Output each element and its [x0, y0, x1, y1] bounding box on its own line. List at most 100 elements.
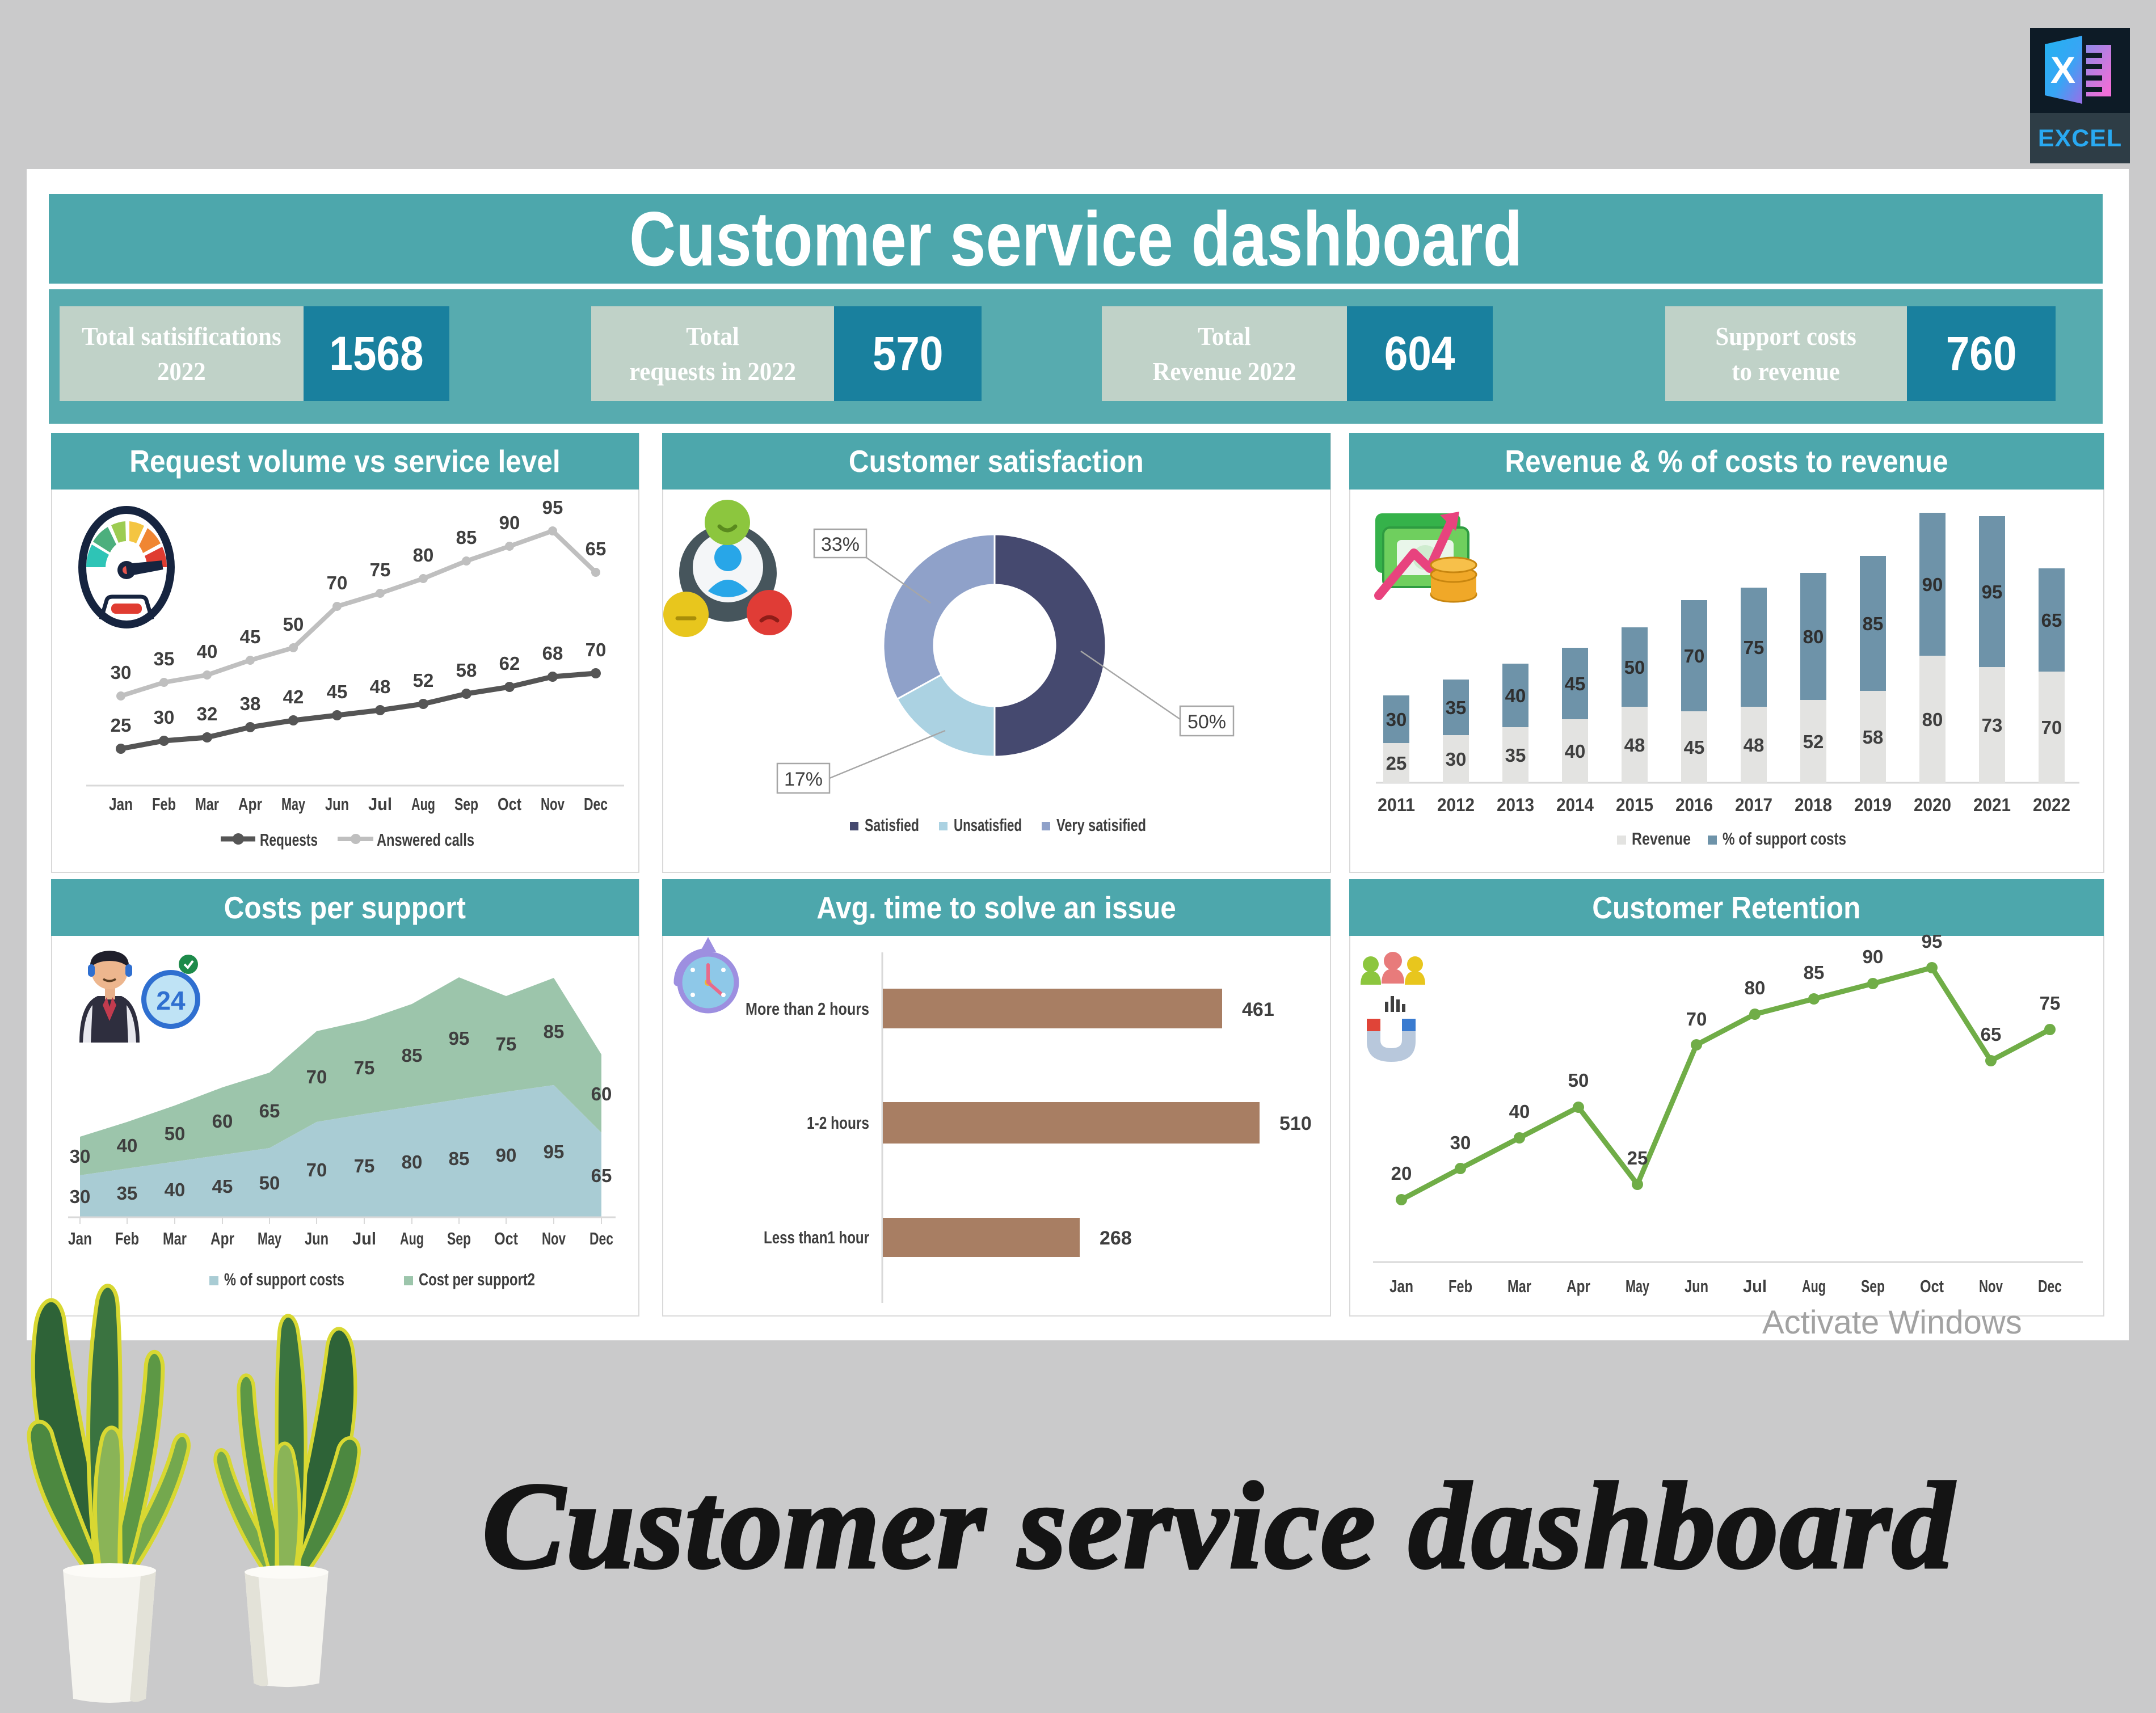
svg-text:Jun: Jun: [305, 1229, 329, 1248]
svg-text:30: 30: [70, 1186, 91, 1207]
svg-text:268: 268: [1100, 1227, 1132, 1249]
svg-text:80: 80: [402, 1151, 423, 1172]
svg-text:461: 461: [1242, 999, 1274, 1020]
svg-text:85: 85: [456, 527, 477, 548]
svg-text:Revenue: Revenue: [1632, 829, 1691, 849]
svg-text:70: 70: [327, 572, 348, 593]
svg-text:Jul: Jul: [352, 1229, 376, 1248]
svg-text:2012: 2012: [1437, 795, 1475, 815]
svg-text:70: 70: [1684, 645, 1705, 666]
svg-text:50: 50: [165, 1123, 186, 1144]
svg-text:May: May: [1626, 1276, 1650, 1296]
svg-text:95: 95: [1922, 931, 1943, 952]
svg-text:% of support costs: % of support costs: [1723, 829, 1846, 849]
svg-text:95: 95: [544, 1141, 565, 1162]
svg-text:75: 75: [354, 1057, 375, 1078]
svg-text:45: 45: [1684, 737, 1705, 758]
svg-text:85: 85: [1804, 962, 1825, 983]
svg-text:70: 70: [2041, 717, 2062, 738]
svg-text:40: 40: [117, 1135, 138, 1156]
svg-text:30: 30: [1386, 709, 1407, 730]
svg-text:50: 50: [283, 614, 304, 635]
svg-text:30: 30: [1446, 749, 1467, 770]
svg-text:Dec: Dec: [584, 794, 608, 814]
svg-text:Satisfied: Satisfied: [865, 815, 919, 835]
svg-text:90: 90: [496, 1145, 517, 1166]
svg-text:73: 73: [1982, 715, 2003, 736]
svg-text:58: 58: [1863, 727, 1884, 748]
svg-text:2017: 2017: [1735, 795, 1772, 815]
svg-text:Jan: Jan: [109, 794, 133, 814]
svg-text:2011: 2011: [1378, 795, 1415, 815]
svg-text:35: 35: [154, 648, 175, 669]
svg-text:2016: 2016: [1675, 795, 1713, 815]
svg-text:Dec: Dec: [589, 1229, 613, 1248]
svg-text:35: 35: [1446, 697, 1467, 718]
svg-text:30: 30: [154, 707, 175, 728]
svg-text:70: 70: [306, 1159, 327, 1180]
svg-text:Oct: Oct: [1920, 1276, 1944, 1296]
svg-text:May: May: [281, 794, 306, 814]
svg-text:Sep: Sep: [1861, 1276, 1885, 1296]
svg-text:48: 48: [1744, 735, 1765, 756]
svg-text:Requests: Requests: [260, 830, 318, 850]
svg-text:75: 75: [2040, 993, 2061, 1014]
svg-text:17%: 17%: [784, 769, 823, 790]
svg-text:Jun: Jun: [1685, 1276, 1708, 1296]
svg-text:75: 75: [1744, 637, 1765, 658]
svg-text:1-2 hours: 1-2 hours: [807, 1113, 869, 1133]
svg-text:25: 25: [1386, 753, 1407, 774]
svg-text:75: 75: [354, 1155, 375, 1176]
svg-text:Sep: Sep: [447, 1229, 471, 1248]
svg-text:48: 48: [1624, 735, 1645, 756]
svg-text:30: 30: [111, 662, 132, 683]
svg-text:Aug: Aug: [1802, 1276, 1826, 1296]
svg-text:2013: 2013: [1497, 795, 1534, 815]
svg-text:30: 30: [1450, 1132, 1471, 1153]
svg-text:Apr: Apr: [238, 794, 262, 814]
svg-text:Jan: Jan: [68, 1229, 92, 1248]
svg-text:Feb: Feb: [1448, 1276, 1472, 1296]
svg-text:Sep: Sep: [454, 794, 478, 814]
svg-text:25: 25: [111, 715, 132, 736]
svg-text:50: 50: [1624, 657, 1645, 678]
svg-text:40: 40: [197, 641, 218, 662]
svg-text:45: 45: [327, 681, 348, 702]
svg-text:68: 68: [542, 643, 563, 664]
svg-text:Jul: Jul: [368, 794, 392, 814]
svg-text:90: 90: [499, 512, 520, 533]
svg-text:Answered calls: Answered calls: [377, 830, 474, 850]
svg-text:20: 20: [1391, 1163, 1412, 1184]
svg-text:Very satisified: Very satisified: [1056, 815, 1146, 835]
svg-text:58: 58: [456, 660, 477, 681]
svg-text:65: 65: [1981, 1024, 2002, 1045]
svg-text:80: 80: [1803, 626, 1824, 647]
svg-text:Mar: Mar: [195, 794, 219, 814]
svg-text:80: 80: [413, 545, 434, 566]
svg-text:70: 70: [586, 639, 607, 660]
svg-text:Aug: Aug: [411, 794, 435, 814]
svg-text:45: 45: [240, 626, 261, 647]
svg-text:45: 45: [1565, 673, 1586, 694]
svg-text:2022: 2022: [2033, 795, 2070, 815]
svg-text:Oct: Oct: [498, 794, 521, 814]
svg-text:25: 25: [1627, 1147, 1648, 1168]
svg-text:48: 48: [370, 676, 391, 697]
svg-text:85: 85: [544, 1021, 565, 1042]
svg-text:Aug: Aug: [400, 1229, 424, 1248]
svg-text:75: 75: [496, 1033, 517, 1054]
svg-text:50: 50: [259, 1172, 280, 1193]
svg-text:30: 30: [70, 1146, 91, 1167]
svg-text:Apr: Apr: [1567, 1276, 1590, 1296]
svg-text:X: X: [2050, 49, 2075, 91]
svg-text:62: 62: [499, 653, 520, 674]
svg-text:65: 65: [586, 538, 607, 559]
svg-text:95: 95: [449, 1028, 470, 1049]
svg-text:95: 95: [542, 497, 563, 518]
svg-text:40: 40: [165, 1179, 186, 1200]
svg-text:65: 65: [591, 1165, 612, 1186]
svg-text:2018: 2018: [1795, 795, 1832, 815]
svg-text:40: 40: [1565, 741, 1586, 762]
svg-text:EXCEL: EXCEL: [2038, 125, 2122, 152]
svg-text:52: 52: [413, 670, 434, 691]
